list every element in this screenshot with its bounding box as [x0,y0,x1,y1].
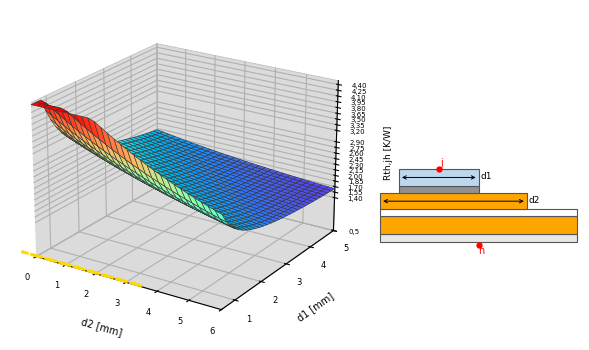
Bar [380,234,577,241]
Y-axis label: d1 [mm]: d1 [mm] [296,290,336,323]
Bar [380,216,577,234]
Bar [380,209,577,216]
Bar [380,193,527,209]
X-axis label: d2 [mm]: d2 [mm] [80,316,124,338]
Text: d1: d1 [481,172,492,181]
Text: d2: d2 [529,196,540,205]
Text: h: h [478,246,485,256]
Bar [399,186,478,193]
Bar [399,169,478,186]
Text: j: j [440,158,442,168]
